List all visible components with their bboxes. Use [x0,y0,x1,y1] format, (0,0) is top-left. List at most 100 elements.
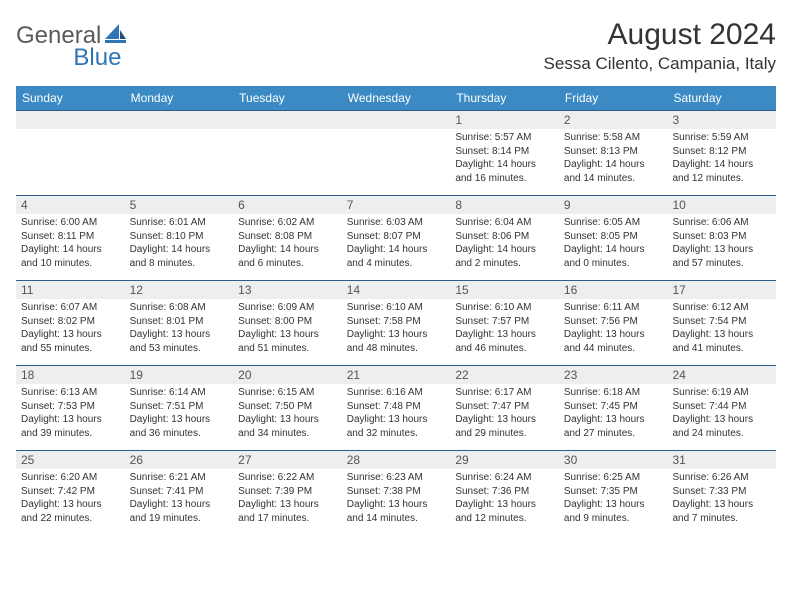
day-number: 31 [667,451,776,469]
day-number: 27 [233,451,342,469]
sunset-text: Sunset: 7:35 PM [564,485,663,499]
day-number: 11 [16,281,125,299]
sunset-text: Sunset: 7:47 PM [455,400,554,414]
day-number [125,111,234,129]
sunrise-text: Sunrise: 6:23 AM [347,471,446,485]
day-number: 7 [342,196,451,214]
day-number-band: 45678910 [16,196,776,214]
day-number: 6 [233,196,342,214]
day-cell: Sunrise: 6:07 AMSunset: 8:02 PMDaylight:… [16,299,125,365]
calendar-week: 123Sunrise: 5:57 AMSunset: 8:14 PMDaylig… [16,110,776,195]
day-cell: Sunrise: 6:17 AMSunset: 7:47 PMDaylight:… [450,384,559,450]
day-number: 28 [342,451,451,469]
day-number: 22 [450,366,559,384]
sunset-text: Sunset: 7:36 PM [455,485,554,499]
daylight-text: Daylight: 13 hours and 53 minutes. [130,328,229,355]
sunset-text: Sunset: 7:33 PM [672,485,771,499]
daylight-text: Daylight: 13 hours and 19 minutes. [130,498,229,525]
daylight-text: Daylight: 14 hours and 16 minutes. [455,158,554,185]
weeks-container: 123Sunrise: 5:57 AMSunset: 8:14 PMDaylig… [16,110,776,535]
sunrise-text: Sunrise: 6:05 AM [564,216,663,230]
day-cell: Sunrise: 5:57 AMSunset: 8:14 PMDaylight:… [450,129,559,195]
daylight-text: Daylight: 13 hours and 55 minutes. [21,328,120,355]
daylight-text: Daylight: 13 hours and 22 minutes. [21,498,120,525]
sunrise-text: Sunrise: 5:59 AM [672,131,771,145]
day-cell: Sunrise: 6:16 AMSunset: 7:48 PMDaylight:… [342,384,451,450]
daylight-text: Daylight: 13 hours and 7 minutes. [672,498,771,525]
daylight-text: Daylight: 14 hours and 2 minutes. [455,243,554,270]
day-number: 12 [125,281,234,299]
day-number [233,111,342,129]
day-cell: Sunrise: 5:59 AMSunset: 8:12 PMDaylight:… [667,129,776,195]
month-title: August 2024 [544,18,776,52]
sunset-text: Sunset: 7:39 PM [238,485,337,499]
day-number: 13 [233,281,342,299]
day-number: 25 [16,451,125,469]
sunset-text: Sunset: 8:11 PM [21,230,120,244]
day-number: 18 [16,366,125,384]
day-number [16,111,125,129]
sunrise-text: Sunrise: 6:17 AM [455,386,554,400]
day-number: 26 [125,451,234,469]
daylight-text: Daylight: 13 hours and 48 minutes. [347,328,446,355]
sunrise-text: Sunrise: 6:12 AM [672,301,771,315]
day-content-row: Sunrise: 6:07 AMSunset: 8:02 PMDaylight:… [16,299,776,365]
sunrise-text: Sunrise: 6:02 AM [238,216,337,230]
sunrise-text: Sunrise: 6:16 AM [347,386,446,400]
sunrise-text: Sunrise: 6:11 AM [564,301,663,315]
day-cell: Sunrise: 6:21 AMSunset: 7:41 PMDaylight:… [125,469,234,535]
daylight-text: Daylight: 13 hours and 57 minutes. [672,243,771,270]
day-number: 20 [233,366,342,384]
location-label: Sessa Cilento, Campania, Italy [544,54,776,74]
sunrise-text: Sunrise: 5:57 AM [455,131,554,145]
day-cell: Sunrise: 6:00 AMSunset: 8:11 PMDaylight:… [16,214,125,280]
day-cell: Sunrise: 6:12 AMSunset: 7:54 PMDaylight:… [667,299,776,365]
calendar-week: 11121314151617Sunrise: 6:07 AMSunset: 8:… [16,280,776,365]
day-cell [16,129,125,195]
day-cell: Sunrise: 6:06 AMSunset: 8:03 PMDaylight:… [667,214,776,280]
daylight-text: Daylight: 13 hours and 29 minutes. [455,413,554,440]
sunset-text: Sunset: 8:02 PM [21,315,120,329]
day-number: 5 [125,196,234,214]
logo-text-blue: Blue [73,44,121,72]
day-cell: Sunrise: 6:02 AMSunset: 8:08 PMDaylight:… [233,214,342,280]
sunrise-text: Sunrise: 6:10 AM [455,301,554,315]
day-cell [233,129,342,195]
daylight-text: Daylight: 14 hours and 12 minutes. [672,158,771,185]
sunrise-text: Sunrise: 6:04 AM [455,216,554,230]
day-number-band: 123 [16,111,776,129]
sunset-text: Sunset: 7:44 PM [672,400,771,414]
day-content-row: Sunrise: 5:57 AMSunset: 8:14 PMDaylight:… [16,129,776,195]
day-number: 15 [450,281,559,299]
sunset-text: Sunset: 7:53 PM [21,400,120,414]
day-cell: Sunrise: 6:15 AMSunset: 7:50 PMDaylight:… [233,384,342,450]
sunset-text: Sunset: 7:50 PM [238,400,337,414]
sunrise-text: Sunrise: 6:25 AM [564,471,663,485]
sunset-text: Sunset: 8:14 PM [455,145,554,159]
day-cell: Sunrise: 6:01 AMSunset: 8:10 PMDaylight:… [125,214,234,280]
sunset-text: Sunset: 8:12 PM [672,145,771,159]
daylight-text: Daylight: 13 hours and 9 minutes. [564,498,663,525]
day-number [342,111,451,129]
daylight-text: Daylight: 13 hours and 34 minutes. [238,413,337,440]
daylight-text: Daylight: 14 hours and 8 minutes. [130,243,229,270]
sunset-text: Sunset: 7:58 PM [347,315,446,329]
day-cell: Sunrise: 6:08 AMSunset: 8:01 PMDaylight:… [125,299,234,365]
calendar-page: General Blue August 2024 Sessa Cilento, … [0,0,792,535]
calendar: Sunday Monday Tuesday Wednesday Thursday… [16,86,776,535]
daylight-text: Daylight: 14 hours and 14 minutes. [564,158,663,185]
calendar-week: 45678910Sunrise: 6:00 AMSunset: 8:11 PMD… [16,195,776,280]
sunrise-text: Sunrise: 6:15 AM [238,386,337,400]
day-number: 3 [667,111,776,129]
day-number: 17 [667,281,776,299]
day-number: 1 [450,111,559,129]
weekday-wednesday: Wednesday [342,86,451,110]
weekday-saturday: Saturday [667,86,776,110]
daylight-text: Daylight: 13 hours and 46 minutes. [455,328,554,355]
day-number: 19 [125,366,234,384]
daylight-text: Daylight: 13 hours and 12 minutes. [455,498,554,525]
sunrise-text: Sunrise: 6:09 AM [238,301,337,315]
day-number: 30 [559,451,668,469]
sunrise-text: Sunrise: 6:22 AM [238,471,337,485]
sunrise-text: Sunrise: 6:14 AM [130,386,229,400]
